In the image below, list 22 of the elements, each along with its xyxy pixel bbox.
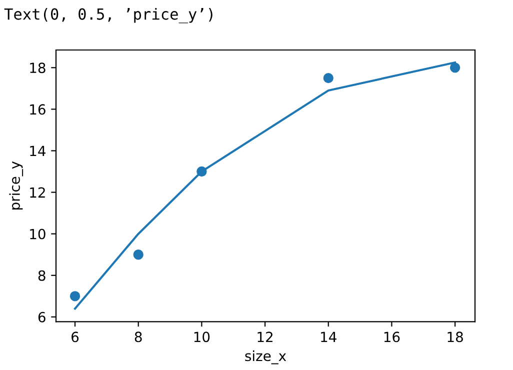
y-tick-label: 6 <box>38 312 46 322</box>
point <box>450 62 460 73</box>
y-tick-label: 18 <box>30 62 46 74</box>
text: Text(0, 0.5, ’price_y’) <box>4 8 212 24</box>
x-tick-label: 18 <box>448 332 463 342</box>
y-tick-label: 8 <box>38 270 46 281</box>
y-tick-label: 10 <box>30 228 46 240</box>
y-tick-label: 16 <box>30 104 46 115</box>
x-tick-label: 14 <box>321 332 336 342</box>
x-axis-title: size_x <box>245 350 286 364</box>
point <box>70 291 80 302</box>
point <box>133 250 144 260</box>
x-tick-label: 8 <box>134 332 142 342</box>
point <box>196 166 207 177</box>
x-tick-label: 10 <box>194 332 210 342</box>
y-axis-title: price_y <box>9 161 24 210</box>
point <box>323 72 334 84</box>
x-tick-label: 12 <box>258 332 272 342</box>
y-tick-label: 12 <box>30 187 45 198</box>
y-tick-label: 14 <box>30 146 46 156</box>
x-tick-label: 6 <box>72 332 79 342</box>
x-tick-label: 16 <box>384 332 400 342</box>
